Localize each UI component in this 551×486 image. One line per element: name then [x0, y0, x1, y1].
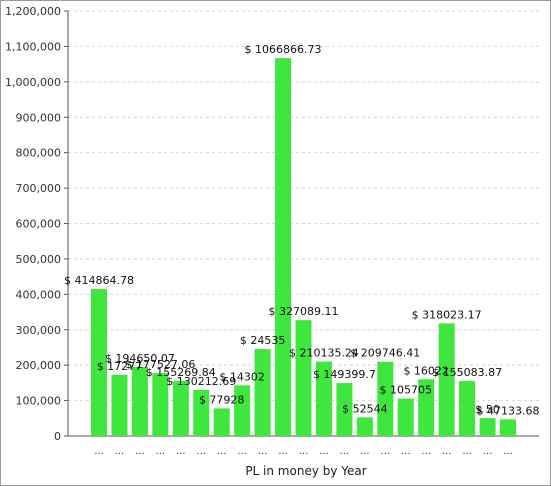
bar[interactable]	[213, 408, 230, 436]
y-tick-label: 800,000	[16, 147, 62, 160]
bar[interactable]	[377, 361, 394, 436]
data-label: $ 47133.68	[477, 404, 540, 417]
y-tick-label: 600,000	[16, 218, 62, 231]
y-tick-label: 0	[54, 430, 61, 443]
data-label: $ 414864.78	[64, 274, 134, 287]
bar[interactable]	[172, 381, 189, 436]
bar[interactable]	[193, 389, 210, 436]
bars	[91, 58, 516, 436]
data-label: $ 210135.24	[289, 347, 359, 360]
gridlines	[68, 10, 539, 402]
data-label: $ 17277	[97, 360, 143, 373]
bar[interactable]	[479, 418, 496, 436]
data-label: $ 77928	[199, 393, 245, 406]
x-tick-label: ...	[237, 446, 247, 457]
x-tick-label: ...	[258, 446, 268, 457]
x-tick-label: ...	[462, 446, 472, 457]
bar[interactable]	[397, 398, 414, 436]
data-label: $ 149399.7	[313, 368, 376, 381]
data-label: $ 105705	[380, 384, 433, 397]
x-tick-label: ...	[156, 446, 166, 457]
x-tick-label: ...	[483, 446, 493, 457]
data-label: $ 14302	[219, 370, 265, 383]
bar[interactable]	[234, 385, 251, 436]
x-tick-label: ...	[94, 446, 104, 457]
data-label: $ 24535	[240, 334, 286, 347]
x-tick-label: ...	[360, 446, 370, 457]
x-tick-label: ...	[135, 446, 145, 457]
x-tick-label: ...	[503, 446, 513, 457]
y-tick-label: 100,000	[16, 395, 62, 408]
x-tick-label: ...	[196, 446, 206, 457]
x-tick-label: ...	[401, 446, 411, 457]
bar[interactable]	[315, 361, 332, 436]
x-tick-label: ...	[381, 446, 391, 457]
x-tick-label: ...	[421, 446, 431, 457]
data-labels: $ 414864.78 $ 17277$ 194650.07$ 177527.06…	[64, 43, 539, 417]
data-label: $ 155083.87	[432, 366, 502, 379]
bar[interactable]	[459, 381, 476, 436]
y-tick-label: 900,000	[16, 111, 62, 124]
y-tick-label: 1,000,000	[5, 76, 61, 89]
data-label: $ 52544	[342, 402, 388, 415]
x-tick-label: ...	[340, 446, 350, 457]
data-label: $ 50	[475, 403, 500, 416]
data-label: $ 177527.06	[125, 358, 195, 371]
y-tick-label: 200,000	[16, 359, 62, 372]
x-axis-title: PL in money by Year	[245, 464, 366, 478]
bar[interactable]	[500, 419, 516, 436]
y-tick-label: 1,200,000	[5, 5, 61, 18]
bar[interactable]	[356, 417, 373, 436]
bar[interactable]	[91, 289, 107, 436]
data-label: $ 130212.69	[166, 375, 236, 388]
bar[interactable]	[152, 373, 169, 436]
bar[interactable]	[418, 379, 435, 436]
data-label: $ 327089.11	[269, 305, 339, 318]
x-tick-label: ...	[299, 446, 309, 457]
data-label: $ 16022	[403, 364, 449, 377]
y-tick-label: 300,000	[16, 324, 62, 337]
y-axis-ticks: 0 100,000 200,000 300,000 400,000 500,000 600,…	[5, 5, 68, 443]
bar[interactable]	[131, 367, 148, 436]
x-axis-tick-labels: ........................................…	[94, 446, 513, 457]
x-tick-label: ...	[115, 446, 125, 457]
data-label: $ 1066866.73	[245, 43, 322, 56]
x-tick-label: ...	[217, 446, 227, 457]
data-label: $ 155269.84	[146, 366, 216, 379]
x-tick-label: ...	[176, 446, 186, 457]
bar[interactable]	[254, 349, 271, 436]
y-tick-label: 400,000	[16, 288, 62, 301]
x-tick-label: ...	[278, 446, 288, 457]
x-tick-label: ...	[442, 446, 452, 457]
data-label: $ 194650.07	[105, 352, 175, 365]
bar[interactable]	[295, 320, 312, 436]
bar[interactable]	[438, 323, 455, 436]
bar[interactable]	[336, 383, 353, 436]
x-tick-label: ...	[319, 446, 329, 457]
y-tick-label: 700,000	[16, 182, 62, 195]
bar[interactable]	[111, 374, 128, 436]
y-tick-label: 1,100,000	[5, 40, 61, 53]
bar[interactable]	[275, 58, 292, 436]
data-label: $ 318023.17	[412, 308, 482, 321]
y-tick-label: 500,000	[16, 253, 62, 266]
data-label: $ 209746.41	[350, 347, 420, 360]
